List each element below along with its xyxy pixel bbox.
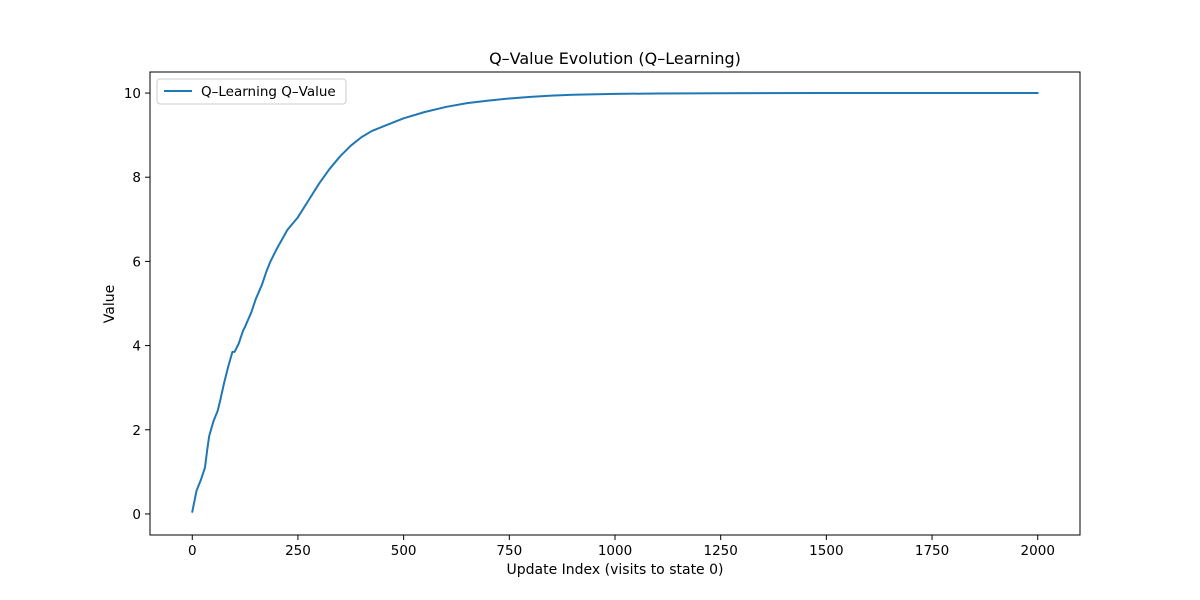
series-line	[191, 92, 1039, 513]
series-layer	[191, 92, 1039, 513]
y-tick-label: 4	[132, 339, 141, 355]
x-axis-ticks: 0 250 500 750 1000 1250 1500 1750 2000	[188, 535, 1055, 559]
chart-title: Q–Value Evolution (Q–Learning)	[489, 49, 741, 68]
x-tick-label: 0	[188, 543, 197, 559]
x-tick-label: 1750	[915, 543, 949, 559]
legend-label: Q–Learning Q–Value	[201, 84, 336, 100]
x-tick-label: 250	[285, 543, 311, 559]
legend: Q–Learning Q–Value	[156, 78, 347, 105]
x-tick-label: 750	[496, 543, 522, 559]
y-tick-label: 0	[132, 507, 141, 523]
y-tick-label: 8	[132, 170, 141, 186]
x-tick-label: 500	[391, 543, 417, 559]
y-axis-label: Value	[102, 285, 118, 323]
y-tick-label: 2	[132, 423, 141, 439]
legend-box	[156, 78, 347, 105]
x-tick-label: 1250	[704, 543, 738, 559]
x-tick-label: 1000	[598, 543, 632, 559]
x-axis-label: Update Index (visits to state 0)	[507, 562, 724, 578]
y-axis-ticks: 0 2 4 6 8 10	[124, 86, 150, 523]
y-tick-label: 10	[124, 86, 141, 102]
y-tick-label: 6	[132, 254, 141, 270]
x-tick-label: 1500	[809, 543, 843, 559]
x-tick-label: 2000	[1021, 543, 1055, 559]
